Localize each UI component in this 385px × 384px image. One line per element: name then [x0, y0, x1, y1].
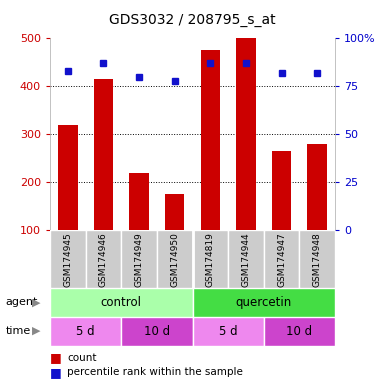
- Text: ■: ■: [50, 366, 62, 379]
- Bar: [165, 194, 184, 230]
- Bar: [228, 230, 264, 288]
- Text: GSM174949: GSM174949: [135, 232, 144, 286]
- Bar: [85, 230, 121, 288]
- Bar: [307, 144, 327, 230]
- Text: GSM174819: GSM174819: [206, 232, 215, 286]
- Text: GSM174950: GSM174950: [170, 232, 179, 286]
- Text: control: control: [101, 296, 142, 309]
- Bar: [58, 125, 78, 230]
- Bar: [50, 288, 192, 317]
- Bar: [121, 317, 192, 346]
- Text: GSM174947: GSM174947: [277, 232, 286, 286]
- Text: count: count: [67, 353, 97, 363]
- Text: GSM174948: GSM174948: [313, 232, 321, 286]
- Bar: [300, 230, 335, 288]
- Text: agent: agent: [6, 297, 38, 307]
- Text: 10 d: 10 d: [286, 325, 312, 338]
- Bar: [157, 230, 192, 288]
- Text: ■: ■: [50, 351, 62, 364]
- Text: ▶: ▶: [32, 326, 41, 336]
- Text: ▶: ▶: [32, 297, 41, 307]
- Text: GDS3032 / 208795_s_at: GDS3032 / 208795_s_at: [109, 13, 276, 27]
- Text: 5 d: 5 d: [219, 325, 238, 338]
- Text: time: time: [6, 326, 31, 336]
- Bar: [272, 151, 291, 230]
- Bar: [121, 230, 157, 288]
- Text: GSM174945: GSM174945: [64, 232, 72, 286]
- Bar: [129, 173, 149, 230]
- Text: 5 d: 5 d: [76, 325, 95, 338]
- Bar: [236, 38, 256, 230]
- Bar: [192, 317, 264, 346]
- Text: GSM174944: GSM174944: [241, 232, 250, 286]
- Text: percentile rank within the sample: percentile rank within the sample: [67, 367, 243, 377]
- Bar: [264, 230, 300, 288]
- Bar: [50, 317, 121, 346]
- Bar: [192, 230, 228, 288]
- Text: GSM174946: GSM174946: [99, 232, 108, 286]
- Bar: [201, 50, 220, 230]
- Text: quercetin: quercetin: [236, 296, 292, 309]
- Bar: [94, 79, 113, 230]
- Bar: [192, 288, 335, 317]
- Text: 10 d: 10 d: [144, 325, 170, 338]
- Bar: [264, 317, 335, 346]
- Bar: [50, 230, 85, 288]
